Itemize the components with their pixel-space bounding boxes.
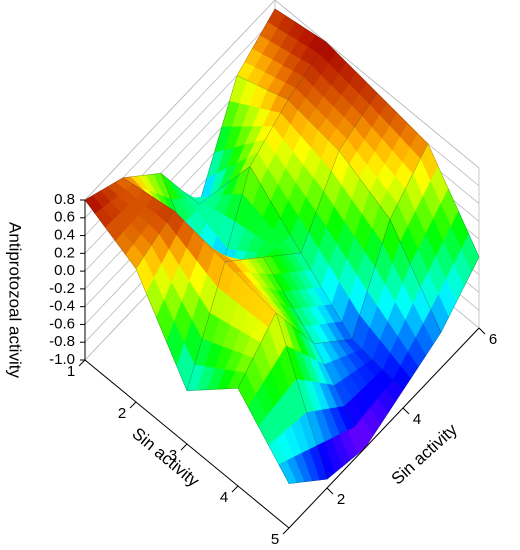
surface-cell bbox=[224, 256, 315, 345]
z-tick-label: -0.4 bbox=[49, 298, 75, 315]
axes: 0.80.60.40.20.0-0.2-0.4-0.6-0.8-1.01 2 3 4 5… bbox=[49, 191, 497, 548]
x-tick-label: 4 bbox=[220, 489, 228, 506]
x-tick bbox=[180, 443, 188, 451]
surface-cell bbox=[198, 75, 289, 206]
x-tick-label: 1 bbox=[67, 363, 75, 380]
y-tick bbox=[402, 407, 410, 415]
surface-cell bbox=[313, 338, 404, 449]
surface-cell bbox=[338, 92, 429, 220]
z-tick-label: -0.2 bbox=[49, 280, 75, 297]
y-tick bbox=[478, 327, 486, 335]
y-axis-line bbox=[288, 327, 480, 529]
x-tick bbox=[231, 485, 239, 493]
x-tick bbox=[129, 401, 137, 409]
surface-cell bbox=[389, 143, 480, 334]
z-tick-label: -0.8 bbox=[49, 333, 75, 350]
surface-cell bbox=[236, 8, 327, 101]
surface-cell bbox=[249, 99, 340, 254]
x-tick bbox=[78, 359, 86, 367]
surface-cell bbox=[351, 218, 442, 391]
z-tick-label: -1.0 bbox=[49, 351, 75, 368]
x-tick-label: 3 bbox=[169, 447, 177, 464]
y-tick-label: 4 bbox=[413, 411, 421, 428]
surface bbox=[84, 8, 480, 484]
mesh-line bbox=[237, 312, 328, 484]
z-tick-label: 0.4 bbox=[54, 227, 75, 244]
x-axis-title: Sin activity bbox=[128, 424, 203, 491]
surface-cell bbox=[186, 261, 277, 392]
x-tick bbox=[282, 527, 290, 535]
y-tick bbox=[326, 487, 334, 495]
y-tick-label: 6 bbox=[489, 331, 497, 348]
z-tick-label: -0.6 bbox=[49, 315, 75, 332]
surface-cell bbox=[135, 210, 226, 392]
surface-cell bbox=[211, 165, 302, 306]
x-tick-label: 2 bbox=[118, 405, 126, 422]
z-tick-label: 0.6 bbox=[54, 209, 75, 226]
y-axis-title: Sin activity bbox=[388, 420, 461, 489]
surface-cell bbox=[237, 311, 328, 484]
z-tick-label: 0.2 bbox=[54, 244, 75, 261]
x-tick-label: 5 bbox=[271, 531, 279, 548]
z-axis-title: Antiprotozoal activity bbox=[6, 222, 25, 378]
grid-line bbox=[84, 0, 480, 201]
surface-cell bbox=[275, 311, 366, 480]
surface-cell bbox=[287, 41, 378, 152]
y-tick-label: 2 bbox=[337, 491, 345, 508]
z-tick-label: 0.0 bbox=[54, 262, 75, 279]
z-tick-label: 0.8 bbox=[54, 191, 75, 208]
